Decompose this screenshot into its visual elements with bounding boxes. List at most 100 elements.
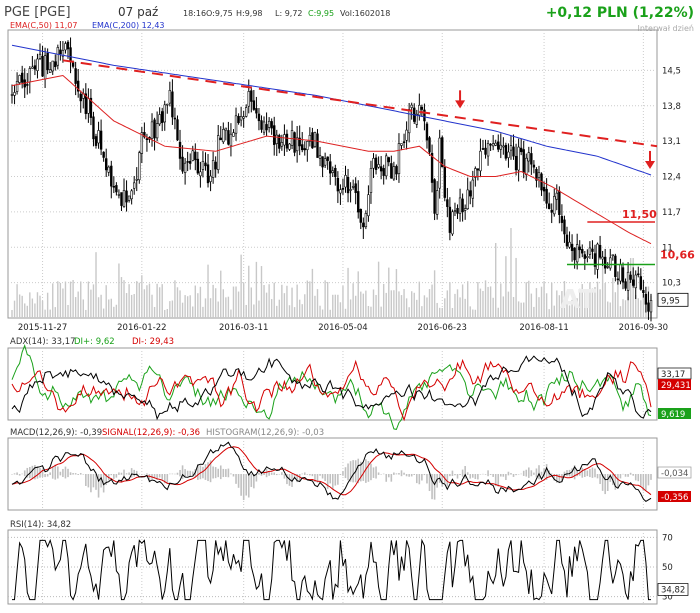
candle-body	[46, 52, 49, 71]
macd-histogram-bar	[143, 474, 146, 475]
macd-histogram-bar	[367, 461, 370, 482]
macd-histogram-bar	[209, 460, 212, 483]
candle-body	[339, 189, 342, 194]
macd-histogram-bar	[204, 464, 207, 480]
volume-bar	[296, 284, 298, 318]
candle-body	[379, 166, 383, 172]
candle-body	[171, 91, 174, 118]
candle-body	[166, 103, 169, 106]
macd-histogram-bar	[309, 474, 311, 476]
candle-body	[54, 61, 57, 68]
candle-body	[217, 135, 220, 170]
macd-histogram-bar	[230, 473, 232, 475]
candle-body	[509, 145, 513, 151]
watermark: AT	[560, 285, 596, 315]
macd-histogram-bar	[499, 474, 502, 477]
volume-bar	[26, 305, 28, 318]
candle-body	[209, 175, 212, 182]
volume-bar	[444, 298, 446, 318]
candle-body	[631, 279, 635, 286]
candle-body	[168, 90, 172, 104]
volume-bar	[179, 290, 181, 318]
candle-body	[120, 192, 123, 206]
volume-bar	[433, 270, 436, 318]
candle-body	[519, 147, 523, 153]
macd-histogram-bar	[273, 472, 276, 475]
macd-histogram-bar	[505, 474, 507, 480]
volume-bar	[31, 298, 34, 318]
macd-histogram-bar	[169, 473, 171, 475]
macd-histogram-bar	[59, 471, 62, 476]
volume-bar	[573, 295, 576, 318]
ema50-line	[11, 74, 652, 245]
candle-body	[196, 158, 200, 174]
candle-body	[545, 188, 548, 204]
candle-body	[301, 144, 304, 151]
candle-body	[555, 192, 559, 200]
volume-bar	[143, 289, 146, 318]
candle-body	[466, 189, 469, 210]
volume-bar	[357, 271, 359, 318]
candle-body	[558, 190, 561, 215]
candle-body	[369, 168, 373, 193]
candle-body	[288, 143, 291, 150]
volume-bar	[576, 298, 578, 318]
candle-body	[224, 127, 228, 131]
candle-body	[550, 209, 553, 213]
volume-bar	[640, 300, 642, 318]
signal-last-value: -0,356	[661, 493, 688, 503]
candle-body	[463, 208, 467, 211]
volume-bar	[512, 297, 515, 318]
volume-bar	[410, 291, 413, 318]
candle-body	[295, 137, 299, 152]
volume-bar	[24, 303, 26, 318]
candle-body	[565, 234, 569, 247]
macd-histogram-bar	[418, 474, 421, 485]
candle-body	[74, 68, 77, 84]
volume-bar	[489, 286, 492, 318]
macd-histogram-bar	[601, 474, 604, 491]
macd-histogram-bar	[275, 474, 278, 476]
volume-bar	[612, 277, 614, 318]
volume-bar	[441, 307, 443, 318]
volume-bar	[461, 284, 464, 318]
volume-bar	[403, 289, 405, 318]
volume-bar	[321, 309, 324, 318]
candle-body	[575, 244, 579, 263]
candle-body	[479, 150, 482, 172]
candle-body	[514, 155, 518, 171]
volume-bar	[293, 307, 296, 318]
candle-body	[606, 266, 609, 268]
candle-body	[395, 166, 398, 175]
macd-histogram-bar	[153, 474, 156, 479]
candle-body	[130, 190, 133, 200]
candle-body	[247, 91, 250, 107]
candle-body	[250, 90, 253, 102]
macd-histogram-bar	[283, 474, 286, 479]
price-x-tick: 2016-08-11	[519, 323, 568, 333]
volume-bar	[367, 305, 370, 318]
candle-body	[402, 141, 406, 144]
candle-body	[331, 170, 334, 173]
macd-histogram-bar	[522, 470, 525, 476]
macd-histogram-bar	[507, 471, 510, 476]
candle-body	[186, 161, 189, 163]
candle-body	[89, 97, 93, 118]
macd-histogram-bar	[576, 470, 578, 477]
macd-histogram-bar	[599, 474, 601, 485]
macd-histogram-bar	[314, 474, 316, 482]
volume-bar	[49, 309, 51, 318]
macd-histogram-bar	[362, 462, 365, 481]
candle-body	[64, 43, 67, 51]
volume-bar	[517, 301, 520, 318]
candle-body	[639, 276, 643, 290]
macd-histogram-bar	[543, 468, 545, 478]
macd-histogram-bar	[62, 468, 64, 478]
volume-bar	[589, 282, 591, 318]
volume-bar	[62, 288, 64, 318]
volume-bar	[138, 282, 140, 318]
macd-histogram-bar	[403, 472, 405, 475]
candle-body	[229, 133, 233, 147]
candle-body	[102, 151, 105, 158]
volume-bar	[581, 284, 583, 318]
